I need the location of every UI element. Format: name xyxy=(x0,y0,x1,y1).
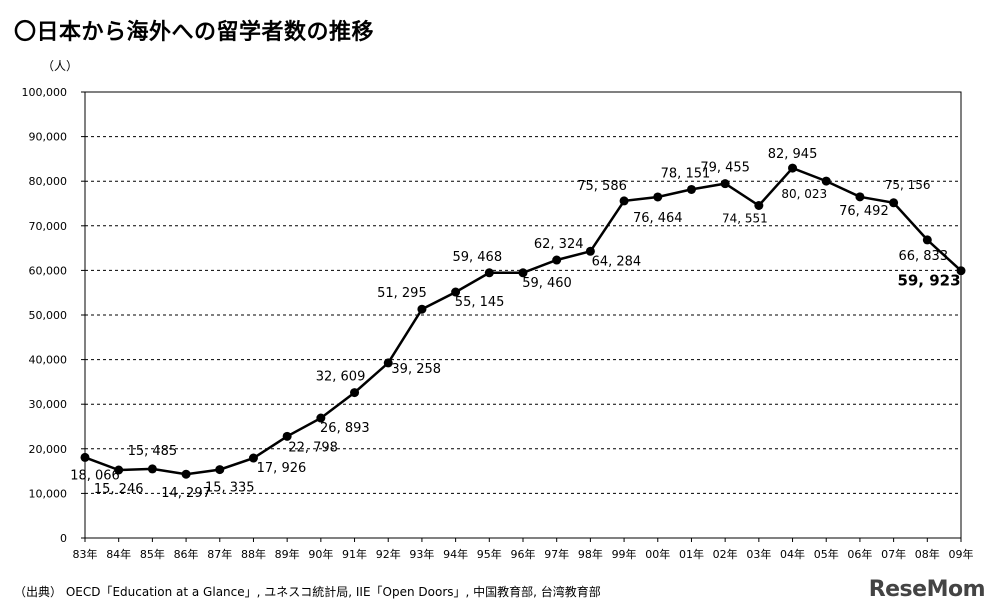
data-point xyxy=(147,464,157,474)
y-tick-label: 100,000 xyxy=(22,86,68,99)
data-label: 15, 246 xyxy=(94,482,144,497)
data-label: 74, 551 xyxy=(722,212,768,226)
data-point xyxy=(855,192,865,202)
data-label: 39, 258 xyxy=(391,362,441,377)
x-tick-label: 90年 xyxy=(308,547,333,561)
data-label: 55, 145 xyxy=(455,295,505,310)
data-point xyxy=(518,268,528,278)
data-label: 15, 485 xyxy=(128,444,178,459)
x-tick-label: 00年 xyxy=(645,547,670,561)
x-tick-label: 01年 xyxy=(679,547,704,561)
data-label: 51, 295 xyxy=(377,286,427,301)
x-tick-label: 95年 xyxy=(477,547,502,561)
x-tick-label: 91年 xyxy=(342,547,367,561)
y-tick-label: 40,000 xyxy=(29,354,68,367)
series-line xyxy=(84,166,962,476)
data-point xyxy=(282,431,292,441)
x-tick-label: 93年 xyxy=(409,547,434,561)
x-tick-label: 88年 xyxy=(241,547,266,561)
data-point xyxy=(350,388,360,398)
x-tick-label: 85年 xyxy=(140,547,165,561)
data-label: 75, 586 xyxy=(577,179,627,194)
x-tick-label: 98年 xyxy=(578,547,603,561)
data-point xyxy=(383,358,393,368)
data-label: 26, 893 xyxy=(320,421,370,436)
x-tick-label: 84年 xyxy=(106,547,131,561)
y-tick-label: 50,000 xyxy=(29,309,68,322)
data-label: 78, 151 xyxy=(661,166,711,181)
data-point xyxy=(484,268,494,278)
data-point xyxy=(619,196,629,206)
y-tick-label: 20,000 xyxy=(29,443,68,456)
x-tick-label: 89年 xyxy=(275,547,300,561)
y-tick-label: 90,000 xyxy=(29,131,68,144)
data-label: 76, 464 xyxy=(633,211,683,226)
data-point xyxy=(80,452,90,462)
data-point xyxy=(720,179,730,189)
data-point xyxy=(451,287,461,297)
x-tick-label: 94年 xyxy=(443,547,468,561)
x-tick-label: 08年 xyxy=(915,547,940,561)
x-tick-label: 06年 xyxy=(847,547,872,561)
data-label: 64, 284 xyxy=(592,254,642,269)
y-tick-label: 70,000 xyxy=(29,220,68,233)
data-point xyxy=(653,192,663,202)
data-label: 66, 833 xyxy=(898,249,948,264)
data-point xyxy=(215,465,225,475)
data-label: 76, 492 xyxy=(839,204,889,219)
x-tick-label: 07年 xyxy=(881,547,906,561)
data-label: 15, 335 xyxy=(205,481,255,496)
x-tick-label: 97年 xyxy=(544,547,569,561)
data-label: 17, 926 xyxy=(257,461,307,476)
data-label: 59, 923 xyxy=(897,272,960,290)
x-tick-label: 92年 xyxy=(376,547,401,561)
data-point xyxy=(922,235,932,245)
x-tick-label: 05年 xyxy=(814,547,839,561)
data-point xyxy=(585,246,595,256)
data-point xyxy=(956,266,966,276)
x-tick-label: 02年 xyxy=(713,547,738,561)
y-axis-unit-label: （人） xyxy=(42,59,79,73)
x-tick-label: 04年 xyxy=(780,547,805,561)
y-tick-label: 10,000 xyxy=(29,487,68,500)
x-tick-label: 87年 xyxy=(207,547,232,561)
data-point xyxy=(316,413,326,423)
data-point xyxy=(788,163,798,173)
data-point xyxy=(552,255,562,265)
data-label: 32, 609 xyxy=(316,370,366,385)
data-label: 14, 297 xyxy=(161,486,211,501)
chart-title: 〇日本から海外への留学者数の推移 xyxy=(14,20,375,45)
x-tick-label: 96年 xyxy=(511,547,536,561)
data-point xyxy=(181,469,191,479)
resemom-logo: ReseMom xyxy=(868,577,986,602)
data-label: 62, 324 xyxy=(534,237,584,252)
data-label: 22, 798 xyxy=(288,440,338,455)
data-label: 79, 455 xyxy=(700,161,750,176)
data-label: 80, 023 xyxy=(781,187,827,201)
x-tick-label: 03年 xyxy=(746,547,771,561)
data-label: 59, 460 xyxy=(522,276,572,291)
data-point xyxy=(754,201,764,211)
data-point xyxy=(821,176,831,186)
data-point xyxy=(417,304,427,314)
x-tick-label: 83年 xyxy=(73,547,98,561)
data-point xyxy=(686,184,696,194)
y-tick-label: 60,000 xyxy=(29,264,68,277)
data-point xyxy=(248,453,258,463)
data-label: 82, 945 xyxy=(768,147,818,162)
x-tick-label: 99年 xyxy=(612,547,637,561)
y-tick-label: 30,000 xyxy=(29,398,68,411)
y-tick-label: 80,000 xyxy=(29,175,68,188)
data-point xyxy=(114,465,124,475)
source-note: （出典） OECD「Education at a Glance」, ユネスコ統計… xyxy=(14,585,601,599)
x-tick-label: 86年 xyxy=(174,547,199,561)
x-tick-label: 09年 xyxy=(949,547,974,561)
data-label: 75, 156 xyxy=(885,178,931,192)
data-label: 18, 066 xyxy=(70,468,120,483)
y-tick-label: 0 xyxy=(60,532,67,545)
data-label: 59, 468 xyxy=(452,250,502,265)
data-point xyxy=(889,198,899,208)
